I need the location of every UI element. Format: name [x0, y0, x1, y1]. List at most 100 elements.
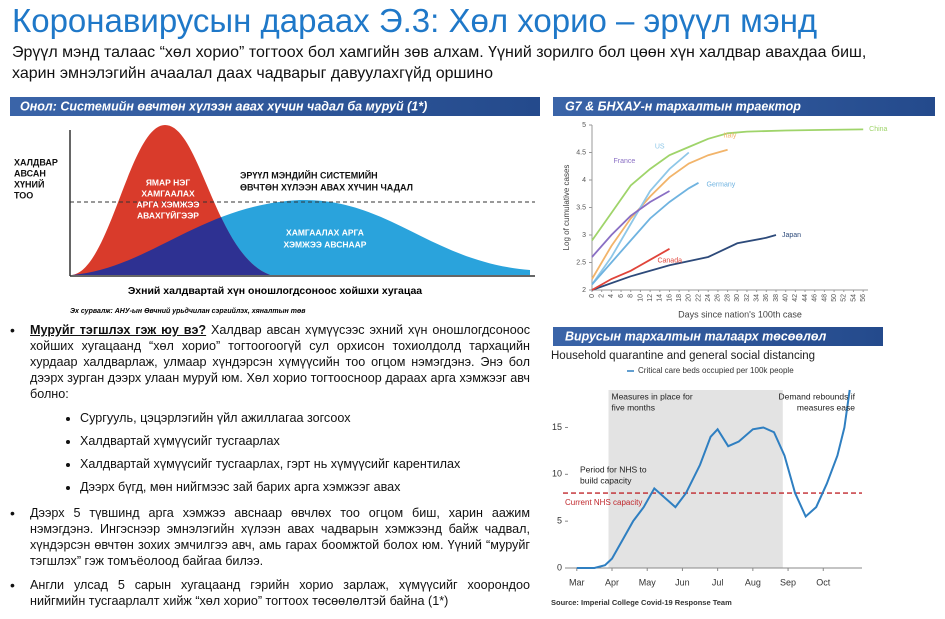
x-tick-label: Apr [605, 577, 619, 587]
blue-label: ХАМГААЛАХ АРГА [286, 227, 364, 237]
x-label: Эхний халдвартай хүн оношлогдсоноос хойш… [128, 285, 422, 297]
y-tick-label: 2 [582, 287, 586, 294]
y-tick-label: 5 [582, 122, 586, 129]
source: Эх сурвалж: АНУ-ын Өвчний урьдчилан сэрг… [70, 307, 306, 315]
y-axis-label: Log of cumulative cases [562, 165, 571, 251]
x-axis-label: Days since nation's 100th case [678, 309, 802, 319]
x-tick-label: 52 [841, 294, 848, 302]
x-tick-label: 2 [599, 294, 606, 298]
x-tick-label: 6 [618, 294, 625, 298]
annotation: measures ease [797, 402, 855, 412]
y-tick-label: 4.5 [576, 149, 586, 156]
x-tick-label: Sep [780, 577, 796, 587]
x-tick-label: May [639, 577, 657, 587]
y-label: АВСАН [14, 168, 46, 178]
y-tick-label: 0 [557, 562, 562, 572]
x-tick-label: 44 [802, 294, 809, 302]
y-tick-label: 3.5 [576, 204, 586, 211]
x-tick-label: 22 [695, 294, 702, 302]
x-tick-label: 34 [753, 294, 760, 302]
measure: Сургууль, цэцэрлэгийн үйл ажиллагаа зогс… [80, 410, 530, 426]
series-line [591, 234, 777, 291]
series-line [591, 190, 670, 258]
measure: Халдвартай хүмүүсийг тусгаарлах, гэрт нь… [80, 456, 530, 472]
x-tick-label: 14 [657, 294, 664, 302]
measure: Халдвартай хүмүүсийг тусгаарлах [80, 433, 530, 449]
heading-bar [553, 327, 883, 346]
x-tick-label: 18 [676, 294, 683, 302]
series-line [591, 248, 670, 291]
annotation: Demand rebounds if [778, 391, 855, 401]
annotation: build capacity [580, 475, 632, 485]
x-tick-label: 42 [792, 294, 799, 302]
y-label: ХҮНИЙ [14, 178, 44, 189]
heading-bar [10, 97, 540, 116]
x-tick-label: 46 [812, 294, 819, 302]
x-tick-label: Oct [816, 577, 831, 587]
series-label: Germany [707, 182, 736, 189]
y-label: ХАЛДВАР [14, 157, 58, 167]
y-tick-label: 5 [557, 516, 562, 526]
source: Source: Imperial College Covid-19 Respon… [551, 598, 732, 607]
series-label: US [655, 143, 665, 150]
x-tick-label: Jul [712, 577, 724, 587]
text: Халдвар авсан хүмүүсээс эхний хүн оношло… [30, 323, 530, 401]
capacity-label: ӨВЧТӨН ХҮЛЭЭН АВАХ ХҮЧИН ЧАДАЛ [240, 182, 413, 192]
y-tick-label: 10 [552, 469, 562, 479]
measure: Дээрх бүгд, мөн нийгмээс зай барих арга … [80, 479, 530, 495]
series-label: Japan [782, 232, 801, 239]
capacity-label: Current NHS capacity [565, 498, 642, 507]
heading: G7 & БНХАУ-н тархалтын траектор [565, 99, 801, 113]
body-text: Муруйг тэгшлэх гэж юу вэ? Халдвар авсан … [10, 322, 530, 617]
y-label: ТОО [14, 190, 33, 200]
x-tick-label: 50 [831, 294, 838, 302]
subtitle: Эрүүл мэнд талаас “хөл хорио” тогтоох бо… [12, 44, 867, 82]
y-tick-label: 3 [582, 232, 586, 239]
x-tick-label: 38 [773, 294, 780, 302]
red-label: ЯМАР НЭГ [146, 177, 191, 187]
x-tick-label: 36 [763, 294, 770, 302]
red-label: АВАХГҮЙГЭЭР [137, 209, 199, 220]
x-tick-label: 10 [637, 294, 644, 302]
series-label: France [613, 158, 635, 165]
lead: Муруйг тэгшлэх гэж юу вэ? [30, 323, 207, 337]
annotation: Period for NHS to [580, 464, 647, 474]
series-line [591, 148, 728, 280]
x-tick-label: 32 [744, 294, 751, 302]
capacity-label: ЭРҮҮЛ МЭНДИЙН СИСТЕМИЙН [240, 169, 378, 180]
subtitle: Household quarantine and general social … [551, 350, 815, 362]
bullet: Муруйг тэгшлэх гэж юу вэ? Халдвар авсан … [10, 322, 530, 402]
series-line [591, 151, 690, 286]
x-tick-label: 26 [715, 294, 722, 302]
x-tick-label: Aug [745, 577, 761, 587]
title: Коронавирусын дараах Э.3: Хөл хорио – эр… [12, 2, 818, 39]
series-line [591, 182, 699, 286]
bullet: Англи улсад 5 сарын хугацаанд гэрийн хор… [10, 577, 530, 609]
measure-list: Сургууль, цэцэрлэгийн үйл ажиллагаа зогс… [30, 410, 530, 495]
x-tick-label: 30 [734, 294, 741, 302]
shaded-period [608, 390, 783, 568]
x-tick-label: Jun [675, 577, 690, 587]
x-tick-label: 48 [821, 294, 828, 302]
red-label: ХАМГААЛАХ [141, 188, 195, 198]
series-label: Italy [724, 133, 737, 140]
x-tick-label: 0 [589, 294, 596, 298]
x-tick-label: 24 [705, 294, 712, 302]
series-line [591, 128, 864, 242]
x-tick-label: 8 [628, 294, 635, 298]
x-tick-label: 4 [608, 294, 615, 298]
red-label: АРГА ХЭМЖЭЭ [137, 199, 200, 209]
legend-label: Critical care beds occupied per 100k peo… [638, 366, 794, 375]
heading-bar [553, 97, 935, 116]
series-line [576, 389, 851, 569]
x-tick-label: 16 [666, 294, 673, 302]
bullet: Дээрх 5 түвшинд арга хэмжээ авснаар өвчл… [10, 505, 530, 569]
heading: Онол: Системийн өвчтөн хүлээн авах хүчин… [20, 99, 427, 113]
series-label: Canada [657, 258, 682, 265]
heading: Вирусын тархалтын талаарх төсөөлөл [565, 329, 826, 343]
x-tick-label: 28 [724, 294, 731, 302]
x-tick-label: 40 [783, 294, 790, 302]
x-tick-label: 54 [850, 294, 857, 302]
blue-label: ХЭМЖЭЭ АВСНААР [284, 239, 367, 249]
